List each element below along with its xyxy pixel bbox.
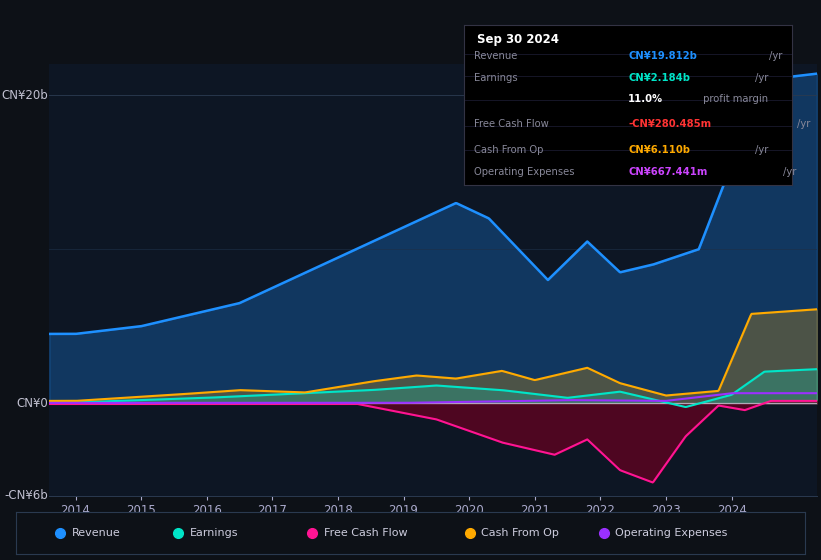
Text: CN¥20b: CN¥20b: [2, 88, 48, 102]
Text: /yr: /yr: [783, 167, 796, 178]
Text: /yr: /yr: [755, 145, 768, 155]
Text: Cash From Op: Cash From Op: [481, 529, 559, 538]
Text: Free Cash Flow: Free Cash Flow: [323, 529, 407, 538]
Text: CN¥6.110b: CN¥6.110b: [628, 145, 690, 155]
Text: Free Cash Flow: Free Cash Flow: [474, 119, 548, 129]
Text: Revenue: Revenue: [474, 51, 517, 60]
Text: CN¥2.184b: CN¥2.184b: [628, 73, 690, 83]
Text: Operating Expenses: Operating Expenses: [474, 167, 574, 178]
Text: CN¥19.812b: CN¥19.812b: [628, 51, 697, 60]
Text: profit margin: profit margin: [700, 94, 768, 104]
Text: -CN¥6b: -CN¥6b: [5, 489, 48, 502]
Text: Sep 30 2024: Sep 30 2024: [477, 33, 559, 46]
Text: CN¥0: CN¥0: [16, 396, 48, 410]
Text: -CN¥280.485m: -CN¥280.485m: [628, 119, 711, 129]
Text: /yr: /yr: [797, 119, 810, 129]
Text: Earnings: Earnings: [474, 73, 517, 83]
Text: Operating Expenses: Operating Expenses: [616, 529, 727, 538]
Text: /yr: /yr: [755, 73, 768, 83]
Text: Cash From Op: Cash From Op: [474, 145, 544, 155]
Text: CN¥667.441m: CN¥667.441m: [628, 167, 708, 178]
Text: Earnings: Earnings: [190, 529, 238, 538]
Text: 11.0%: 11.0%: [628, 94, 663, 104]
Text: /yr: /yr: [769, 51, 782, 60]
Text: Revenue: Revenue: [71, 529, 121, 538]
